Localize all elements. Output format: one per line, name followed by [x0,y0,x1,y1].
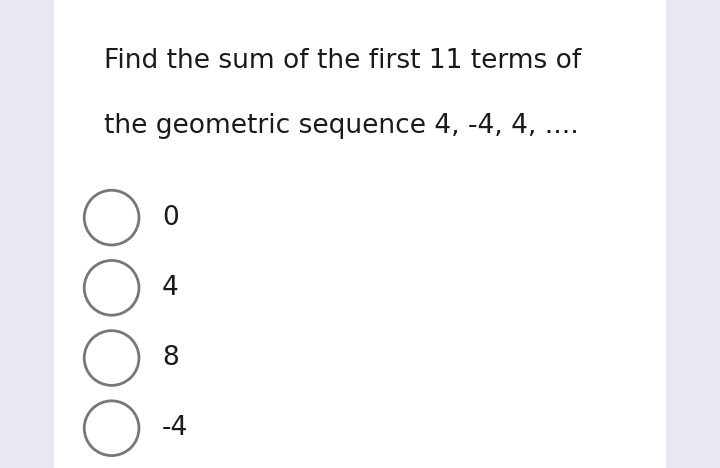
Text: -4: -4 [162,415,188,441]
FancyBboxPatch shape [54,0,666,468]
Text: 8: 8 [162,345,179,371]
Text: 4: 4 [162,275,179,301]
Text: 0: 0 [162,205,179,231]
Text: Find the sum of the first 11 terms of: Find the sum of the first 11 terms of [104,48,582,74]
Text: the geometric sequence 4, -4, 4, ....: the geometric sequence 4, -4, 4, .... [104,113,579,139]
